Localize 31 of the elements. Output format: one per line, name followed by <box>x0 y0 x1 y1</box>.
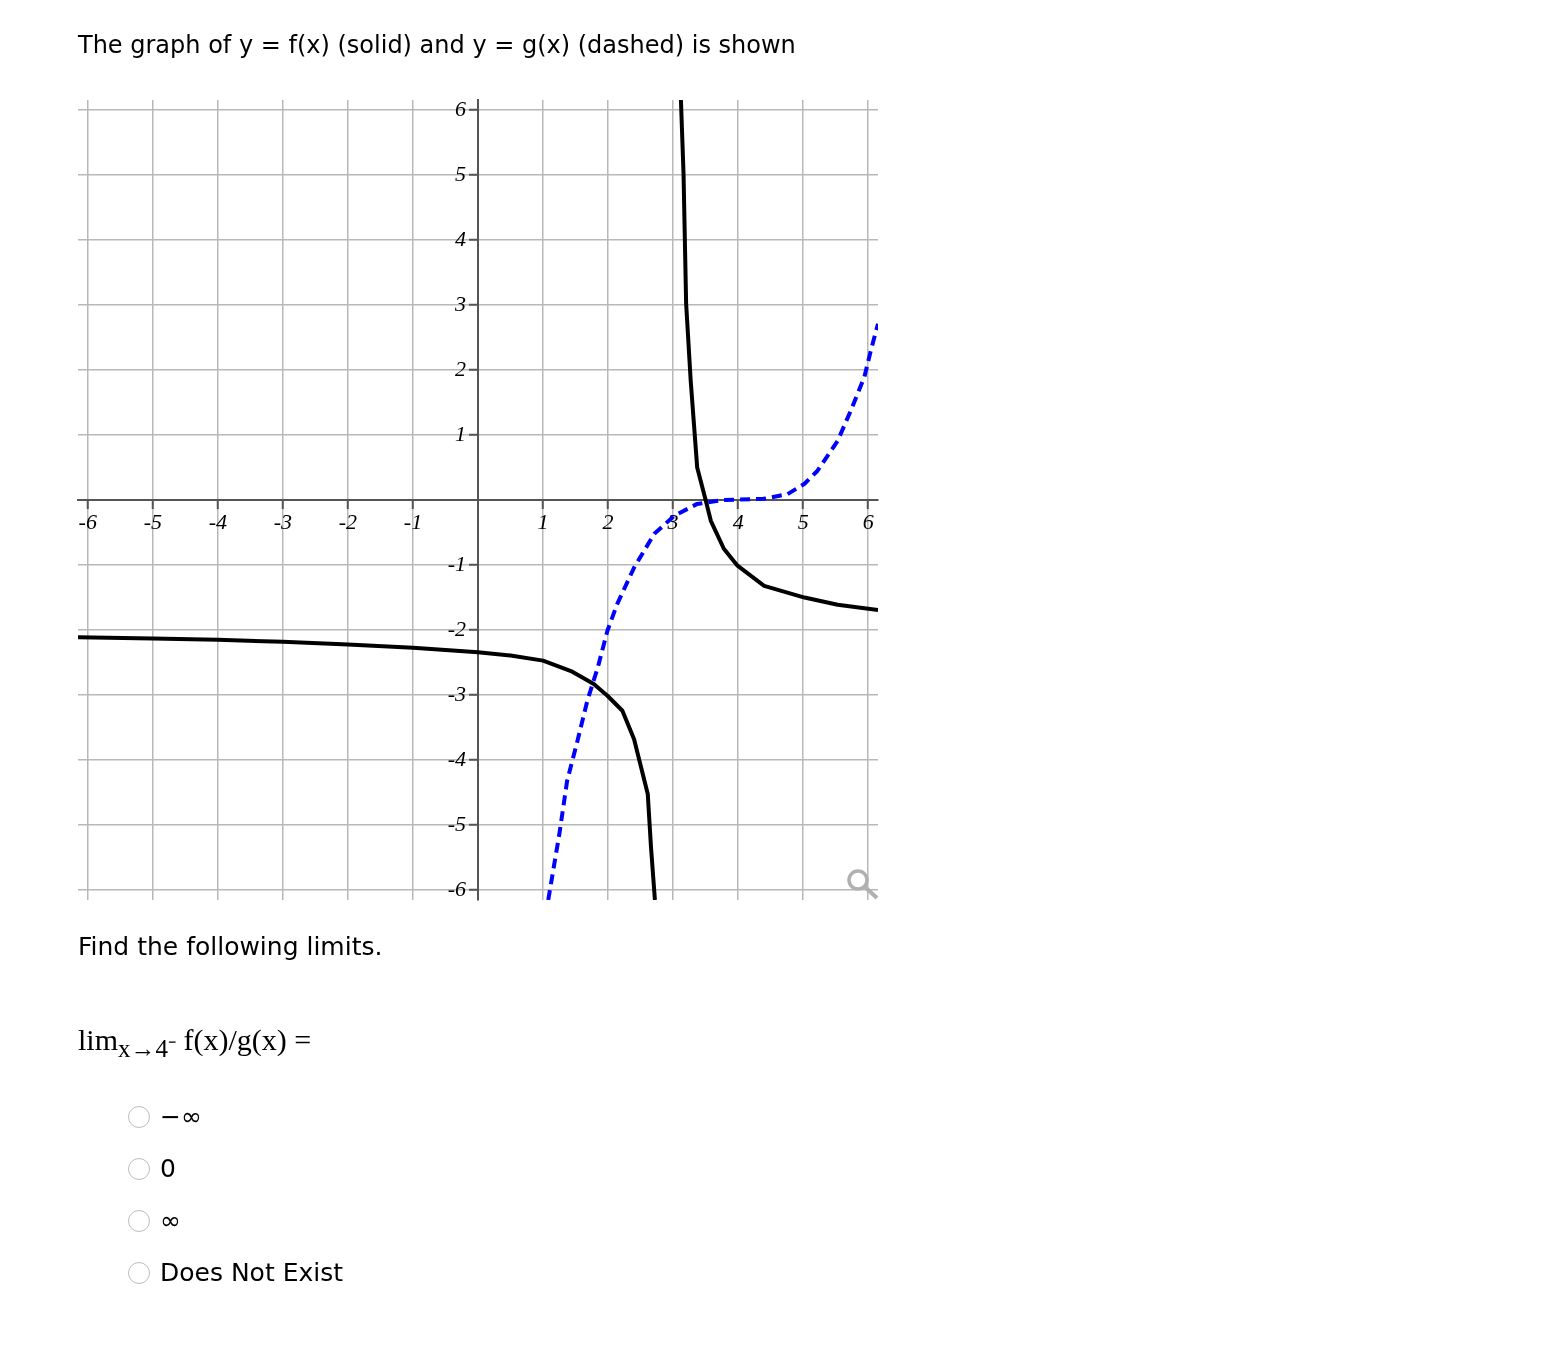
text: lim$_{x→4⁻}$ f(x)/g(x) = <box>78 1022 313 1064</box>
y-tick-label: 4 <box>455 225 466 251</box>
y-tick-label: -1 <box>447 550 466 576</box>
x-tick-label: -2 <box>338 508 358 534</box>
y-tick-label: -2 <box>447 615 466 641</box>
x-tick-label: -1 <box>403 508 423 534</box>
x-tick-label: -3 <box>273 508 293 534</box>
text: ∞ <box>160 1206 181 1236</box>
text: −∞ <box>160 1102 202 1132</box>
y-tick-label: -5 <box>447 810 466 836</box>
y-tick-label: 2 <box>455 355 466 381</box>
y-tick-label: 3 <box>454 290 466 316</box>
y-tick-label: -3 <box>447 680 466 706</box>
y-tick-label: 5 <box>455 160 466 186</box>
x-tick-label: -4 <box>208 508 227 534</box>
y-tick-label: 1 <box>455 420 466 446</box>
x-tick-label: 4 <box>732 508 744 534</box>
y-tick-label: -6 <box>447 876 466 902</box>
x-tick-label: 5 <box>797 508 809 534</box>
x-tick-label: -5 <box>143 508 162 534</box>
line-series <box>546 321 878 900</box>
y-tick-label: -4 <box>447 745 466 771</box>
chart-title: The graph of y = f(x) (solid) and y = g(x) (dashed) is shown <box>78 30 796 60</box>
text: 0 <box>160 1154 176 1184</box>
y-tick-label: 6 <box>455 95 466 121</box>
x-tick-label: 2 <box>602 508 614 534</box>
text: Does Not Exist <box>160 1258 344 1288</box>
x-tick-label: 6 <box>862 508 874 534</box>
x-tick-label: 1 <box>537 508 549 534</box>
x-tick-label: -6 <box>78 508 97 534</box>
text: Find the following limits. <box>78 931 383 963</box>
